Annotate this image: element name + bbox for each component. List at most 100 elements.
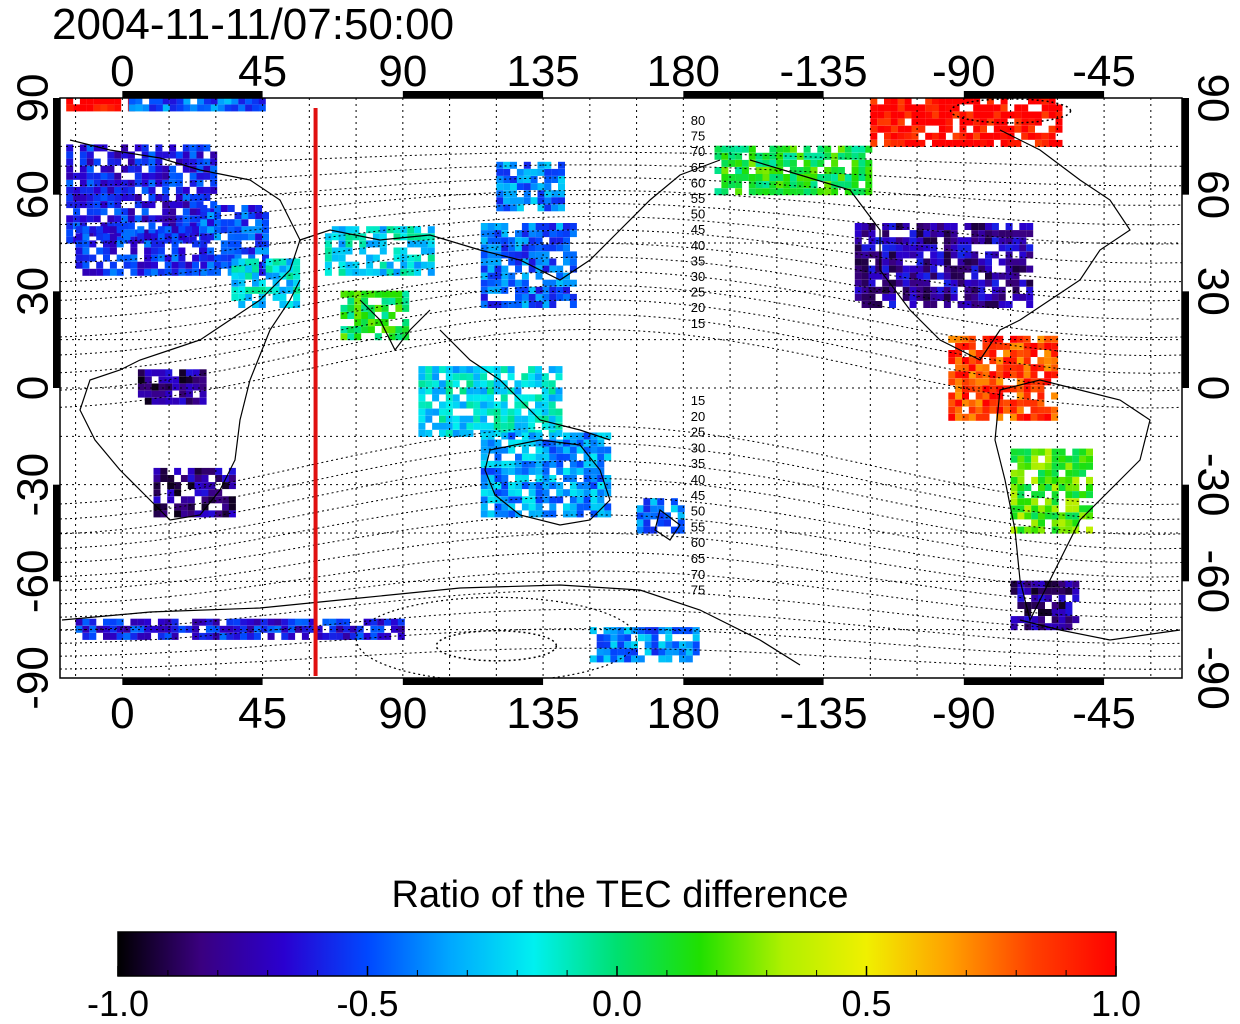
tec-cell	[810, 159, 818, 167]
tec-cell	[234, 226, 242, 234]
tec-cell	[769, 174, 777, 181]
tec-cell	[180, 496, 188, 504]
tec-cell	[234, 240, 242, 248]
tec-cell	[535, 467, 543, 475]
tec-cell	[169, 179, 177, 187]
tec-cell	[783, 145, 791, 153]
tec-cell	[156, 104, 163, 112]
tec-cell	[130, 261, 138, 269]
tec-cell	[824, 145, 832, 153]
tec-cell	[141, 201, 149, 209]
tec-cell	[776, 145, 784, 153]
tec-cell	[137, 625, 145, 633]
tec-cell	[904, 139, 912, 147]
tec-cell	[480, 460, 488, 468]
tec-cell	[252, 258, 259, 266]
tec-cell	[877, 118, 885, 126]
tec-cell	[980, 139, 987, 147]
tec-cell	[324, 268, 332, 276]
tec-cell	[1065, 455, 1073, 463]
tec-cell	[247, 625, 254, 633]
tec-cell	[1051, 526, 1059, 534]
tec-cell	[100, 186, 108, 194]
tec-cell	[925, 132, 933, 140]
tec-cell	[535, 432, 543, 440]
tec-cell	[528, 415, 536, 423]
tec-cell	[192, 240, 200, 248]
tec-cell	[395, 333, 403, 341]
tec-cell	[374, 319, 382, 326]
tec-cell	[943, 237, 951, 245]
contour-line	[60, 256, 1182, 320]
tec-cell	[549, 460, 557, 468]
tec-cell	[487, 387, 494, 395]
tec-cell	[861, 286, 869, 294]
tec-cell	[178, 247, 186, 255]
tec-cell	[515, 489, 522, 497]
tec-cell	[130, 268, 138, 276]
tec-cell	[372, 268, 380, 276]
tec-cell	[241, 233, 249, 241]
tec-cell	[831, 174, 839, 181]
tec-cell	[208, 510, 216, 518]
tec-cell	[1005, 223, 1013, 230]
tec-cell	[439, 422, 446, 430]
tec-cell	[82, 618, 90, 626]
tec-cell	[179, 376, 187, 384]
contour-line	[60, 496, 1182, 564]
tec-cell	[493, 429, 501, 437]
tec-cell	[1026, 293, 1034, 301]
tec-cell	[155, 151, 163, 159]
tec-cell	[938, 111, 946, 119]
tec-cell	[528, 510, 536, 518]
tec-cell	[1038, 512, 1045, 520]
tec-cell	[196, 215, 204, 223]
tec-cell	[986, 139, 994, 147]
tec-cell	[569, 453, 577, 461]
tec-cell	[938, 132, 946, 140]
tec-cell	[466, 401, 474, 409]
tec-cell	[975, 399, 983, 407]
y-tick-label-right: 30	[1188, 267, 1237, 316]
tec-cell	[228, 496, 236, 504]
tec-cell	[1038, 602, 1045, 609]
tec-cell	[293, 258, 301, 266]
tec-cell	[955, 378, 963, 386]
tec-cell	[902, 251, 910, 259]
tec-cell	[185, 268, 193, 276]
tec-cell	[769, 145, 777, 153]
tec-cell	[501, 460, 509, 468]
tec-cell	[530, 176, 538, 183]
tec-cell	[167, 482, 175, 490]
tec-cell	[200, 212, 208, 220]
tec-cell	[909, 265, 917, 273]
tec-cell	[141, 215, 149, 223]
tec-cell	[93, 201, 101, 209]
tec-cell	[279, 258, 287, 266]
tec-cell	[762, 159, 770, 167]
tec-region-17	[714, 145, 873, 196]
tec-cell	[1030, 350, 1038, 357]
tec-cell	[241, 205, 249, 212]
tec-cell	[165, 376, 173, 384]
tec-cell	[340, 290, 348, 298]
tec-cell	[861, 244, 869, 252]
tec-cell	[151, 233, 158, 241]
tec-cell	[1037, 392, 1045, 400]
tec-cell	[964, 237, 972, 245]
tec-cell	[179, 383, 187, 391]
tec-cell	[556, 460, 564, 468]
tec-cell	[996, 413, 1004, 421]
tec-cell	[121, 208, 129, 216]
tec-cell	[932, 132, 939, 140]
tec-cell	[388, 333, 396, 341]
tec-cell	[998, 272, 1006, 280]
tec-cell	[241, 247, 249, 255]
tec-cell	[432, 366, 440, 374]
tec-cell	[986, 104, 994, 112]
tec-cell	[549, 475, 557, 482]
tec-cell	[155, 215, 163, 223]
tec-cell	[109, 240, 117, 248]
tec-cell	[127, 158, 135, 166]
tec-cell	[400, 261, 408, 269]
